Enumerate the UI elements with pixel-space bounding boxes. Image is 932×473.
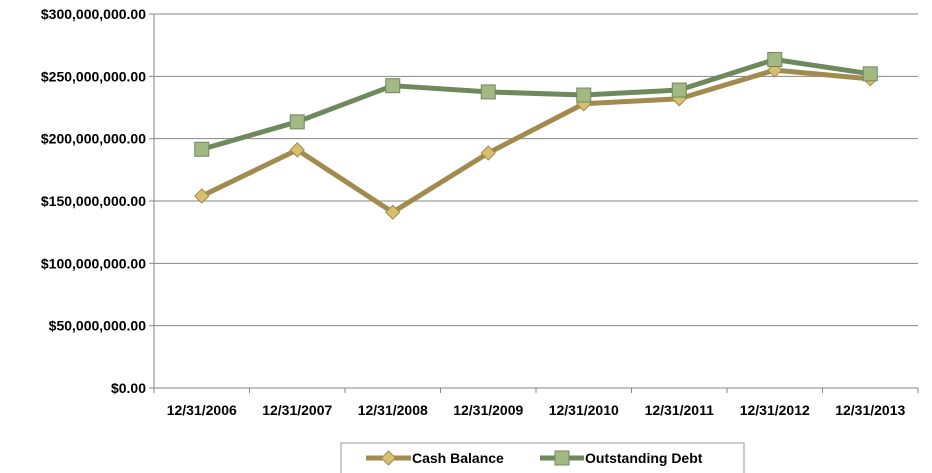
series-cash-balance — [194, 62, 878, 220]
y-tick-label: $0.00 — [111, 380, 146, 396]
legend-item: Cash Balance — [366, 450, 504, 466]
data-point — [289, 114, 305, 130]
x-tick-label: 12/31/2006 — [167, 402, 237, 418]
series-layer — [194, 52, 878, 220]
x-tick-label: 12/31/2011 — [645, 402, 715, 418]
x-axis-ticks: 12/31/2006 12/31/2007 12/31/2008 12/31/2009… — [153, 388, 919, 418]
y-tick-label: $300,000,000.00 — [41, 6, 146, 22]
x-tick-label: 12/31/2010 — [549, 402, 619, 418]
data-point — [671, 82, 687, 98]
data-point — [576, 87, 592, 103]
y-tick-label: $250,000,000.00 — [41, 68, 146, 84]
y-tick-label: $100,000,000.00 — [41, 255, 146, 271]
x-tick-label: 12/31/2013 — [835, 402, 905, 418]
legend-label: Outstanding Debt — [585, 450, 703, 466]
data-point — [385, 204, 401, 220]
legend-label: Cash Balance — [412, 450, 504, 466]
legend-item: Outstanding Debt — [540, 450, 703, 466]
data-point — [289, 142, 305, 158]
x-tick-label: 12/31/2012 — [740, 402, 810, 418]
x-tick-label: 12/31/2009 — [453, 402, 523, 418]
x-tick-label: 12/31/2007 — [262, 402, 332, 418]
y-tick-label: $50,000,000.00 — [49, 318, 147, 334]
legend-swatch-marker — [380, 450, 397, 466]
series-line — [199, 57, 873, 152]
x-tick-label: 12/31/2008 — [358, 402, 428, 418]
data-point — [480, 145, 496, 161]
series-line — [199, 67, 873, 215]
gridlines — [154, 13, 918, 327]
y-axis-ticks: $0.00 $50,000,000.00 $100,000,000.00 $150,0… — [41, 6, 154, 396]
data-point — [194, 188, 210, 204]
series-outstanding-debt — [194, 52, 878, 157]
data-point — [480, 84, 496, 100]
data-point — [862, 66, 878, 82]
data-point — [385, 78, 401, 94]
data-point — [767, 52, 783, 68]
legend: Cash Balance Outstanding Debt — [340, 442, 745, 473]
legend-swatch-marker — [554, 450, 570, 466]
y-tick-label: $150,000,000.00 — [41, 193, 146, 209]
data-point — [194, 141, 210, 157]
y-tick-label: $200,000,000.00 — [41, 131, 146, 147]
